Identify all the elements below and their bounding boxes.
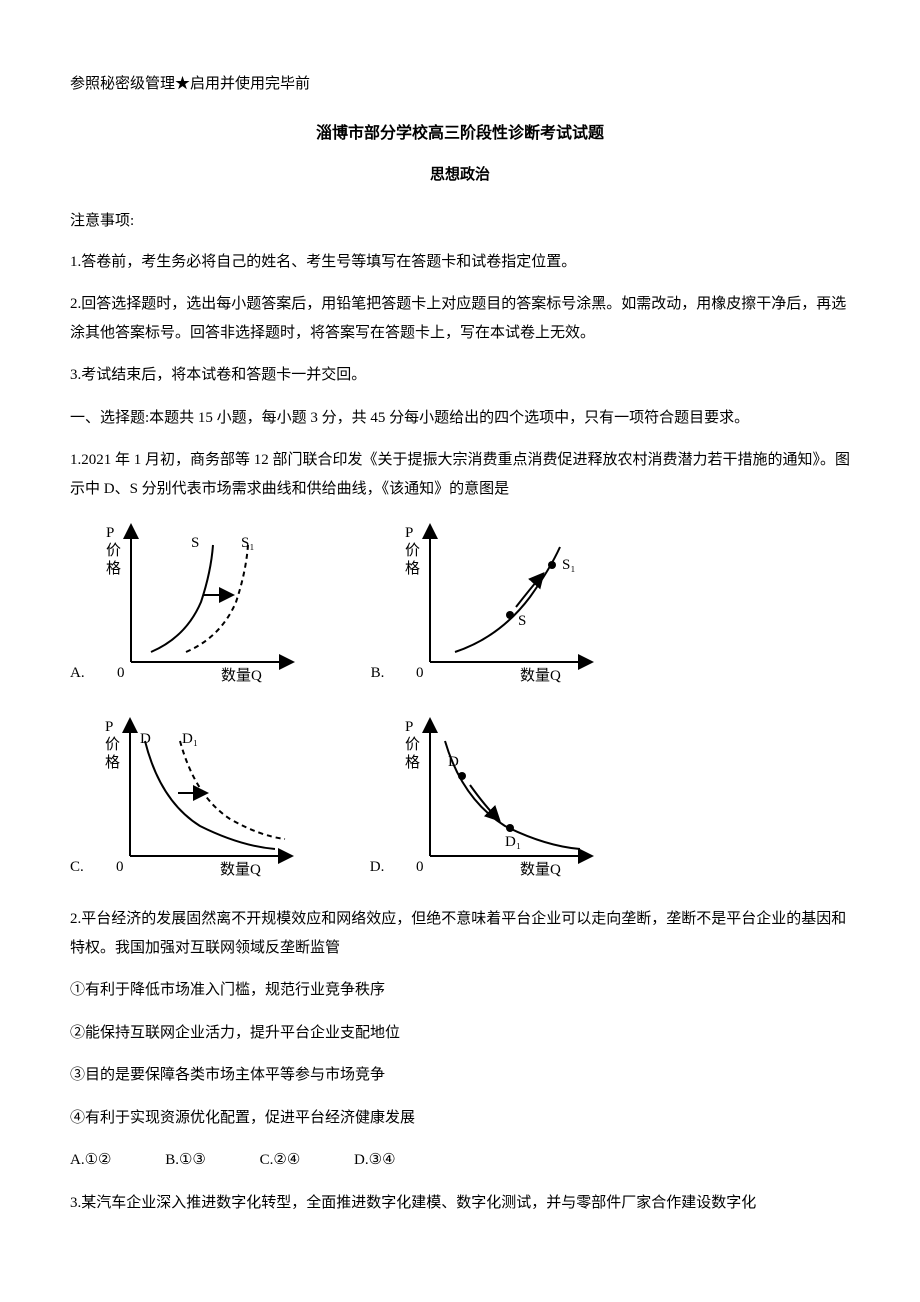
note-2: 2.回答选择题时，选出每小题答案后，用铅笔把答题卡上对应题目的答案标号涂黑。如需… — [70, 290, 850, 347]
chart-b-label: B. — [371, 659, 385, 688]
svg-text:数量Q: 数量Q — [520, 861, 561, 878]
axis-price2: 格 — [106, 560, 121, 577]
question-3: 3.某汽车企业深入推进数字化转型，全面推进数字化建模、数字化测试，并与零部件厂家… — [70, 1189, 850, 1218]
label-s: S — [191, 535, 199, 551]
label-d: D — [140, 731, 151, 747]
chart-a: P 价 格 0 数量Q S S₁ — [91, 517, 311, 687]
axis-p: P — [106, 525, 114, 541]
svg-text:价: 价 — [105, 737, 120, 753]
svg-text:价: 价 — [405, 737, 420, 753]
chart-row-1: A. P 价 格 0 数量Q S S₁ — [70, 517, 850, 687]
label-d-d: D — [448, 754, 459, 770]
notes-header: 注意事项: — [70, 207, 850, 236]
chart-row-2: C. P 价 格 0 数量Q D D₁ D. — [70, 711, 850, 881]
chart-item-a: A. P 价 格 0 数量Q S S₁ — [70, 517, 311, 687]
label-d1-d: D₁ — [505, 834, 521, 850]
chart-item-b: B. P 价 格 0 数量Q S S₁ — [371, 517, 611, 687]
exam-title: 淄博市部分学校高三阶段性诊断考试试题 — [70, 119, 850, 149]
chart-item-c: C. P 价 格 0 数量Q D D₁ — [70, 711, 310, 881]
section-1-header: 一、选择题:本题共 15 小题，每小题 3 分，共 45 分每小题给出的四个选项… — [70, 404, 850, 433]
axis-origin: 0 — [117, 665, 125, 681]
question-2: 2.平台经济的发展固然离不开规模效应和网络效应，但绝不意味着平台企业可以走向垄断… — [70, 905, 850, 962]
svg-text:格: 格 — [105, 754, 120, 771]
label-s1: S₁ — [241, 535, 255, 551]
note-1: 1.答卷前，考生务必将自己的姓名、考生号等填写在答题卡和试卷指定位置。 — [70, 248, 850, 277]
label-s1-b: S₁ — [562, 557, 576, 573]
q2-opt-c: C.②④ — [260, 1146, 301, 1175]
svg-text:0: 0 — [416, 859, 424, 875]
svg-text:价: 价 — [405, 543, 420, 559]
axis-price1: 价 — [106, 543, 121, 559]
svg-text:P: P — [405, 719, 413, 735]
svg-text:0: 0 — [116, 859, 124, 875]
svg-text:数量Q: 数量Q — [220, 861, 261, 878]
chart-item-d: D. P 价 格 0 数量Q D D₁ — [370, 711, 611, 881]
chart-c: P 价 格 0 数量Q D D₁ — [90, 711, 310, 881]
svg-text:格: 格 — [405, 754, 420, 771]
label-s-b: S — [518, 613, 526, 629]
svg-text:数量Q: 数量Q — [520, 667, 561, 684]
svg-text:P: P — [405, 525, 413, 541]
chart-a-label: A. — [70, 659, 85, 688]
q2-opt-a: A.①② — [70, 1146, 111, 1175]
svg-text:格: 格 — [405, 560, 420, 577]
note-3: 3.考试结束后，将本试卷和答题卡一并交回。 — [70, 361, 850, 390]
svg-text:0: 0 — [416, 665, 424, 681]
q2-option-3: ③目的是要保障各类市场主体平等参与市场竞争 — [70, 1061, 850, 1090]
q2-answer-options: A.①② B.①③ C.②④ D.③④ — [70, 1146, 850, 1175]
label-d1: D₁ — [182, 731, 198, 747]
svg-text:P: P — [105, 719, 113, 735]
axis-q: 数量Q — [221, 667, 262, 684]
q2-option-2: ②能保持互联网企业活力，提升平台企业支配地位 — [70, 1019, 850, 1048]
q2-option-1: ①有利于降低市场准入门槛，规范行业竞争秩序 — [70, 976, 850, 1005]
chart-c-label: C. — [70, 853, 84, 882]
question-1: 1.2021 年 1 月初，商务部等 12 部门联合印发《关于提振大宗消费重点消… — [70, 446, 850, 503]
chart-b: P 价 格 0 数量Q S S₁ — [390, 517, 610, 687]
exam-subject: 思想政治 — [70, 161, 850, 190]
q2-opt-d: D.③④ — [354, 1146, 395, 1175]
chart-d: P 价 格 0 数量Q D D₁ — [390, 711, 610, 881]
q2-opt-b: B.①③ — [165, 1146, 206, 1175]
q2-option-4: ④有利于实现资源优化配置，促进平台经济健康发展 — [70, 1104, 850, 1133]
confidentiality-note: 参照秘密级管理★启用并使用完毕前 — [70, 70, 850, 99]
chart-d-label: D. — [370, 853, 385, 882]
